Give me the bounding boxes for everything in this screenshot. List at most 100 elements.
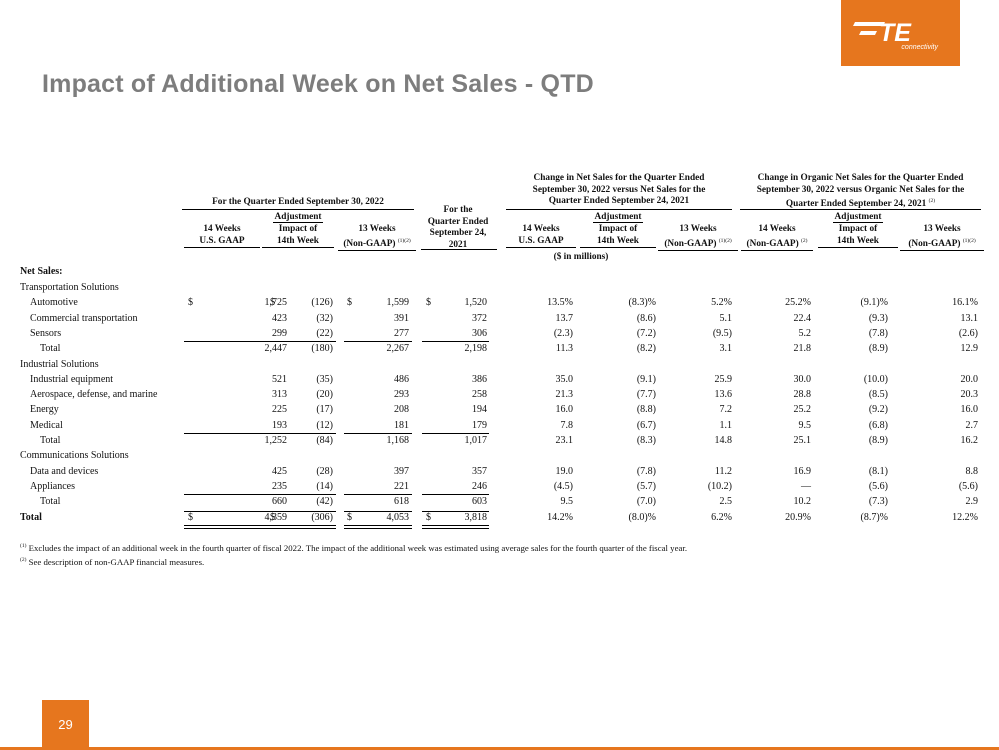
table-cell: (8.0)% <box>628 511 657 523</box>
rule-line <box>344 510 412 512</box>
table-cell: 194 <box>472 404 487 416</box>
footnote-mark: (1) <box>20 543 27 550</box>
bottom-accent-bar <box>0 747 999 750</box>
table-cell: 2,267 <box>386 343 410 355</box>
table-cell: 16.0 <box>960 404 979 416</box>
footnote-ref: (1)(2) <box>962 237 976 244</box>
header-text: Adjustment <box>593 212 643 223</box>
table-cell: 6.2% <box>711 511 732 523</box>
table-cell: 1,252 <box>264 435 288 446</box>
double-rule-line <box>184 524 271 529</box>
rule-line <box>184 510 271 512</box>
table-row: Energy 225 (17) 208 194 16.0 (8.8) 7.2 25.2 (9.2)… <box>20 404 980 419</box>
col-header-impact-change: Impact of 14th Week <box>580 224 656 248</box>
table-cell: (306) <box>311 511 333 523</box>
table-cell: (8.3) <box>636 435 656 446</box>
row-label: Industrial equipment <box>30 373 114 385</box>
table-cell: 22.4 <box>793 312 812 324</box>
segment-row: Transportation Solutions <box>20 282 980 297</box>
rule-line <box>184 340 271 342</box>
table-cell: 30.0 <box>793 373 812 385</box>
table-cell: 7.2 <box>719 404 733 416</box>
header-line: 14th Week <box>580 236 656 248</box>
header-adjustment: Adjustment <box>262 212 334 224</box>
header-text: Quarter Ended September 24, 2021 <box>785 199 927 210</box>
header-line: (Non-GAAP) (1)(2) <box>658 236 738 252</box>
table-row: Appliances 235 (14) 221 246 (4.5) (5.7) (10.2) —… <box>20 481 980 496</box>
table-cell: (8.6) <box>636 312 656 324</box>
table-cell: 12.9 <box>960 343 979 355</box>
table-cell: 1,017 <box>464 435 488 446</box>
row-label: Medical <box>30 419 63 431</box>
col-header-14w-gaap-change: 14 Weeks U.S. GAAP <box>506 224 576 248</box>
table-cell: 25.1 <box>793 435 812 446</box>
header-line: (Non-GAAP) (1)(2) <box>338 236 416 252</box>
table-cell: 16.1% <box>952 297 978 309</box>
header-line: September 24, <box>429 228 487 238</box>
table-cell: (7.2) <box>636 327 656 339</box>
rule-line <box>266 510 336 512</box>
table-cell: 8.8 <box>965 465 979 477</box>
double-rule-line <box>344 524 412 529</box>
table-cell: (6.7) <box>636 419 656 431</box>
header-line: Change in Organic Net Sales for the Quar… <box>757 173 964 183</box>
table-cell: 660 <box>272 496 287 508</box>
footnote-mark: (2) <box>20 557 27 564</box>
header-line: 14th Week <box>818 236 898 248</box>
header-rule <box>421 249 497 250</box>
row-label: Aerospace, defense, and marine <box>30 389 158 401</box>
table-cell: (7.7) <box>636 389 656 401</box>
table-cell: 25.2% <box>785 297 811 309</box>
header-line: Impact of <box>838 224 878 234</box>
header-group-change-organic: Change in Organic Net Sales for the Quar… <box>740 173 981 211</box>
page-number: 29 <box>58 717 73 732</box>
rule-line <box>422 510 489 512</box>
table-cell: 425 <box>272 465 287 477</box>
double-rule-line <box>266 524 336 529</box>
header-text: (Non-GAAP) <box>664 238 717 249</box>
table-cell: (9.5) <box>712 327 732 339</box>
header-text: (Non-GAAP) <box>746 238 799 249</box>
section-row: Net Sales: <box>20 266 980 281</box>
table-cell: 521 <box>272 373 287 385</box>
table-cell: (8.3)% <box>628 297 657 309</box>
row-label: Transportation Solutions <box>20 282 119 293</box>
table-cell: 3.1 <box>719 343 733 355</box>
table-cell: 2.9 <box>965 496 979 508</box>
table-cell: (17) <box>316 404 333 416</box>
table-cell: 25.9 <box>714 373 733 385</box>
table-cell: 603 <box>472 496 487 508</box>
table-cell: (8.2) <box>636 343 656 355</box>
table-cell: 423 <box>272 312 287 324</box>
table-cell: 11.3 <box>555 343 573 355</box>
table-row: Aerospace, defense, and marine 313 (20) 293… <box>20 389 980 404</box>
table-row: Sensors 299 (22) 277 306 (2.3) (7.2) (9.5) 5.2 (7… <box>20 328 980 343</box>
table-cell: 20.0 <box>960 373 979 385</box>
header-adjustment: Adjustment <box>578 212 658 224</box>
table-cell: (7.8) <box>868 327 888 339</box>
section-label: Net Sales: <box>20 266 63 277</box>
table-cell: 306 <box>472 327 487 339</box>
table-cell: 5.2% <box>711 297 732 309</box>
header-rule <box>506 209 732 210</box>
total-row: Total 660 (42) 618 603 9.5 (7.0) 2.5 10.2 (7.3) 2.… <box>20 496 980 511</box>
table-cell: 258 <box>472 389 487 401</box>
table-cell: (84) <box>316 435 333 446</box>
table-cell: 293 <box>394 389 409 401</box>
rule-line <box>422 432 489 434</box>
header-adjustment: Adjustment <box>818 212 898 224</box>
header-rule <box>182 209 414 210</box>
row-label: Total <box>20 511 42 523</box>
table-cell: 235 <box>272 480 287 492</box>
row-label: Total <box>40 496 61 508</box>
currency-symbol: $ <box>347 511 352 523</box>
table-cell: 13.5% <box>547 297 573 309</box>
table-cell: 9.5 <box>560 496 574 508</box>
table-cell: (14) <box>316 480 333 492</box>
row-label: Sensors <box>30 327 62 339</box>
table-row: Medical 193 (12) 181 179 7.8 (6.7) 1.1 9.5 (6.8) 2… <box>20 420 980 435</box>
table-cell: (9.1)% <box>860 297 889 309</box>
header-line: 14 Weeks <box>758 224 796 234</box>
table-cell: 2.7 <box>965 419 979 431</box>
table-cell: (28) <box>316 465 333 477</box>
